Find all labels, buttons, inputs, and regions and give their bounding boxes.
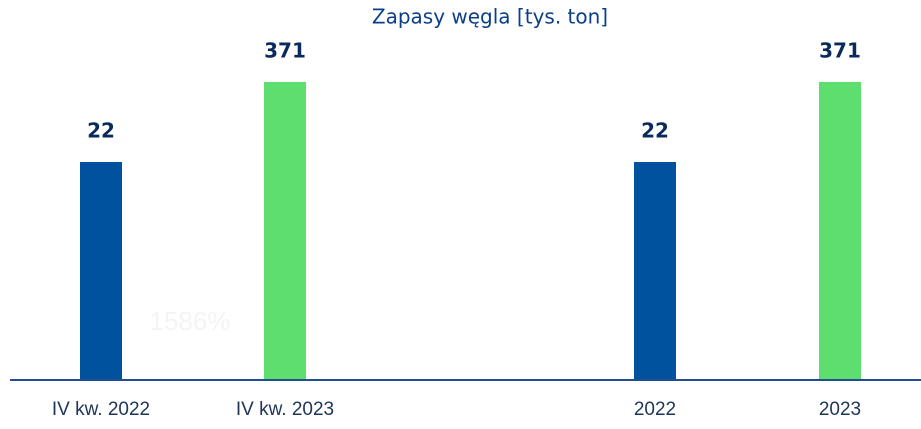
bar xyxy=(264,81,306,381)
bar xyxy=(80,161,122,380)
x-tick-label: 2022 xyxy=(634,399,676,420)
x-tick-label: IV kw. 2022 xyxy=(52,399,150,420)
chart-title: Zapasy węgla [tys. ton] xyxy=(372,5,608,29)
annotation: 1586% xyxy=(150,306,231,336)
bar xyxy=(819,81,861,381)
value-label: 371 xyxy=(264,38,306,62)
x-tick-label: 2023 xyxy=(819,399,861,420)
bar xyxy=(634,161,676,380)
value-label: 371 xyxy=(819,38,861,62)
value-label: 22 xyxy=(87,118,115,142)
value-label: 22 xyxy=(641,118,669,142)
x-tick-label: IV kw. 2023 xyxy=(236,399,334,420)
